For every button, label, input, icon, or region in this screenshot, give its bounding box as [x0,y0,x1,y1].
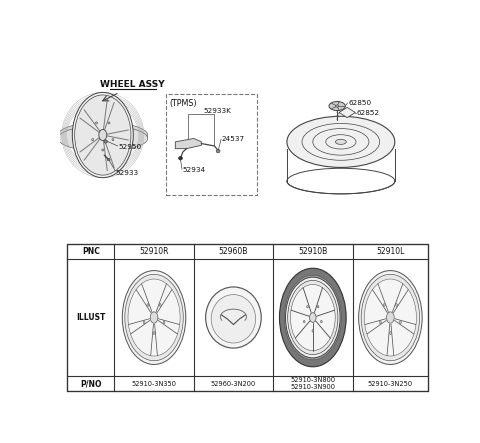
Ellipse shape [329,101,345,111]
Ellipse shape [153,332,155,334]
Ellipse shape [211,295,256,343]
Text: ILLUST: ILLUST [76,313,106,322]
Ellipse shape [336,139,346,144]
Ellipse shape [386,312,394,323]
Ellipse shape [143,321,145,324]
Ellipse shape [72,93,133,178]
Ellipse shape [205,287,261,348]
Text: PNC: PNC [82,247,100,256]
Text: 52933: 52933 [116,170,139,176]
Bar [166,94,257,195]
Ellipse shape [396,303,397,307]
Text: 52950: 52950 [119,144,142,150]
Ellipse shape [179,156,182,160]
Ellipse shape [399,321,401,324]
Ellipse shape [284,275,341,360]
Ellipse shape [92,139,94,141]
Text: P/NO: P/NO [80,379,102,388]
Polygon shape [339,107,355,118]
Ellipse shape [150,312,158,323]
Ellipse shape [112,139,114,141]
Ellipse shape [108,159,110,161]
Bar [67,244,428,391]
Ellipse shape [102,149,104,151]
Ellipse shape [321,320,322,323]
Text: 52910-3N350: 52910-3N350 [132,381,177,387]
Ellipse shape [389,332,391,334]
Ellipse shape [312,330,313,332]
Text: 62850: 62850 [348,100,372,106]
Ellipse shape [122,271,186,365]
Ellipse shape [307,306,308,308]
Text: 52960-3N200: 52960-3N200 [211,381,256,387]
Ellipse shape [286,277,340,358]
Ellipse shape [104,140,108,143]
Ellipse shape [336,105,339,107]
Ellipse shape [383,303,385,307]
Text: 52910R: 52910R [139,247,169,256]
Ellipse shape [125,274,183,361]
Ellipse shape [147,303,149,307]
Text: 52910B: 52910B [298,247,327,256]
Text: 52910-3N250: 52910-3N250 [368,381,413,387]
Polygon shape [175,139,202,149]
Ellipse shape [288,280,338,355]
Ellipse shape [361,274,420,361]
Ellipse shape [58,122,148,148]
Ellipse shape [99,129,107,140]
Ellipse shape [108,122,110,124]
Ellipse shape [287,116,395,167]
Text: 62852: 62852 [357,109,380,116]
Ellipse shape [380,321,382,324]
Ellipse shape [279,268,346,367]
Ellipse shape [96,122,97,124]
Ellipse shape [163,321,165,324]
Ellipse shape [364,279,417,356]
Ellipse shape [75,95,131,175]
Text: WHEEL ASSY: WHEEL ASSY [100,80,165,89]
Text: 24537: 24537 [222,136,245,142]
Text: 52910L: 52910L [376,247,405,256]
Ellipse shape [216,149,220,153]
Text: 52933K: 52933K [203,108,231,114]
Text: 52934: 52934 [183,167,206,173]
Ellipse shape [303,320,305,323]
Text: (TPMS): (TPMS) [170,99,197,108]
Ellipse shape [290,284,335,350]
Text: 52960B: 52960B [219,247,248,256]
Ellipse shape [359,271,422,365]
Ellipse shape [317,306,319,308]
Ellipse shape [58,126,148,151]
Text: 52910-3N800
52910-3N900: 52910-3N800 52910-3N900 [290,377,336,390]
Ellipse shape [310,313,316,323]
Ellipse shape [128,279,180,356]
Ellipse shape [159,303,161,307]
